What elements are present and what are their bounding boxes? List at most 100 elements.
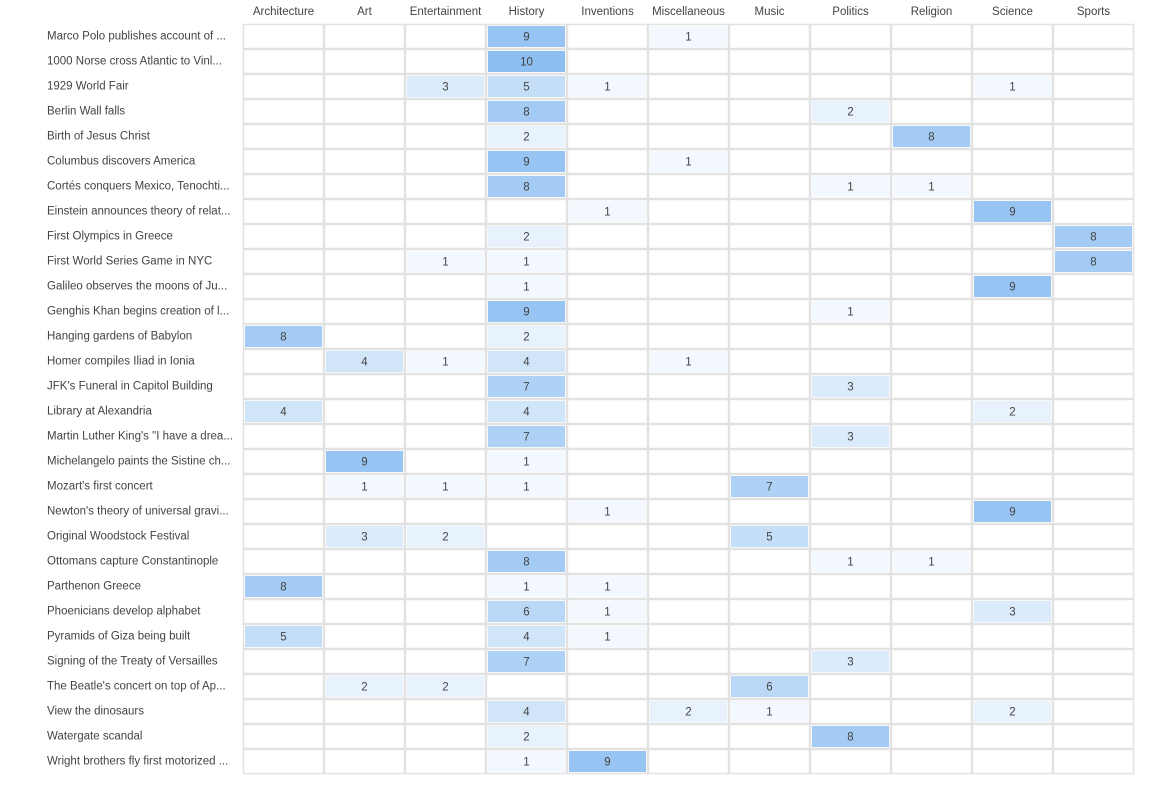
cell-border	[890, 523, 973, 550]
cell-border	[1052, 123, 1135, 150]
heat-cell	[812, 426, 889, 447]
cell-border	[890, 398, 973, 425]
cell-border	[566, 448, 649, 475]
row-label: Mozart's first concert	[47, 481, 154, 493]
cell-border	[890, 573, 973, 600]
cell-border	[485, 673, 568, 700]
row-label: Einstein announces theory of relat...	[47, 206, 230, 218]
heat-cell	[650, 351, 727, 372]
heat-cell	[326, 476, 403, 497]
cell-border	[566, 698, 649, 725]
cell-border	[647, 548, 730, 575]
heat-cell	[488, 126, 565, 147]
cell-border	[728, 73, 811, 100]
cell-border	[971, 523, 1054, 550]
heat-cell	[245, 626, 322, 647]
cell-border	[890, 23, 973, 50]
cell-border	[728, 23, 811, 50]
cell-border	[566, 23, 649, 50]
cell-border	[728, 248, 811, 275]
cell-border	[890, 598, 973, 625]
cell-border	[242, 348, 325, 375]
heat-cell	[812, 551, 889, 572]
row-label: Phoenicians develop alphabet	[47, 606, 201, 618]
cell-value: 2	[523, 332, 529, 344]
cell-border	[566, 98, 649, 125]
cell-border	[242, 423, 325, 450]
heat-cell	[488, 151, 565, 172]
cell-value: 2	[523, 132, 529, 144]
cell-border	[647, 598, 730, 625]
cell-border	[728, 223, 811, 250]
row-label: Ottomans capture Constantinople	[47, 556, 218, 568]
cell-border	[404, 173, 487, 200]
cell-border	[404, 748, 487, 775]
heat-cell	[488, 51, 565, 72]
heat-cell	[488, 476, 565, 497]
heat-cell	[326, 351, 403, 372]
cell-value: 1	[847, 182, 853, 194]
cell-border	[809, 448, 892, 475]
row-label: Cortés conquers Mexico, Tenochti...	[47, 181, 230, 193]
heat-cell	[407, 526, 484, 547]
cell-border	[323, 73, 406, 100]
cell-border	[242, 548, 325, 575]
row-label: Wright brothers fly first motorized ...	[47, 756, 228, 768]
cell-border	[1052, 723, 1135, 750]
heat-cell	[812, 301, 889, 322]
row-label: 1000 Norse cross Atlantic to Vinl...	[47, 56, 222, 68]
cell-border	[647, 323, 730, 350]
heat-cell	[974, 76, 1051, 97]
cell-value: 9	[1009, 507, 1015, 519]
cell-border	[242, 248, 325, 275]
cell-border	[1052, 198, 1135, 225]
cell-border	[242, 673, 325, 700]
cell-value: 1	[685, 157, 691, 169]
cell-border	[404, 598, 487, 625]
heat-cell	[488, 276, 565, 297]
row-label: Parthenon Greece	[47, 581, 141, 593]
cell-border	[647, 198, 730, 225]
cell-border	[566, 723, 649, 750]
cell-border	[323, 723, 406, 750]
heat-cell	[488, 251, 565, 272]
row-label: Michelangelo paints the Sistine ch...	[47, 456, 230, 468]
cell-border	[647, 123, 730, 150]
heat-cell	[326, 526, 403, 547]
cell-value: 8	[280, 582, 286, 594]
cell-border	[728, 598, 811, 625]
cell-value: 1	[442, 482, 448, 494]
cell-border	[485, 498, 568, 525]
cell-value: 1	[604, 507, 610, 519]
cell-value: 5	[523, 82, 529, 94]
column-label: Inventions	[581, 6, 634, 18]
heat-cell	[569, 751, 646, 772]
cell-value: 5	[280, 632, 286, 644]
cell-border	[566, 298, 649, 325]
cell-border	[971, 23, 1054, 50]
cell-value: 2	[685, 707, 691, 719]
heat-cell	[326, 451, 403, 472]
cell-border	[1052, 298, 1135, 325]
row-label: Genghis Khan begins creation of l...	[47, 306, 229, 318]
cell-border	[647, 223, 730, 250]
row-label: Homer compiles Iliad in Ionia	[47, 356, 195, 368]
cell-value: 8	[523, 557, 529, 569]
cell-border	[323, 373, 406, 400]
heat-cell	[488, 426, 565, 447]
cell-border	[242, 373, 325, 400]
heat-cell	[650, 701, 727, 722]
row-label: View the dinosaurs	[47, 706, 144, 718]
cell-value: 7	[523, 432, 529, 444]
cell-border	[809, 523, 892, 550]
cell-value: 3	[361, 532, 367, 544]
cell-border	[1052, 473, 1135, 500]
row-label: Original Woodstock Festival	[47, 531, 189, 543]
cell-border	[1052, 23, 1135, 50]
cell-value: 7	[766, 482, 772, 494]
cell-value: 1	[1009, 82, 1015, 94]
row-label: Hanging gardens of Babylon	[47, 331, 192, 343]
cell-value: 9	[523, 32, 529, 44]
cell-border	[890, 423, 973, 450]
cell-border	[971, 373, 1054, 400]
